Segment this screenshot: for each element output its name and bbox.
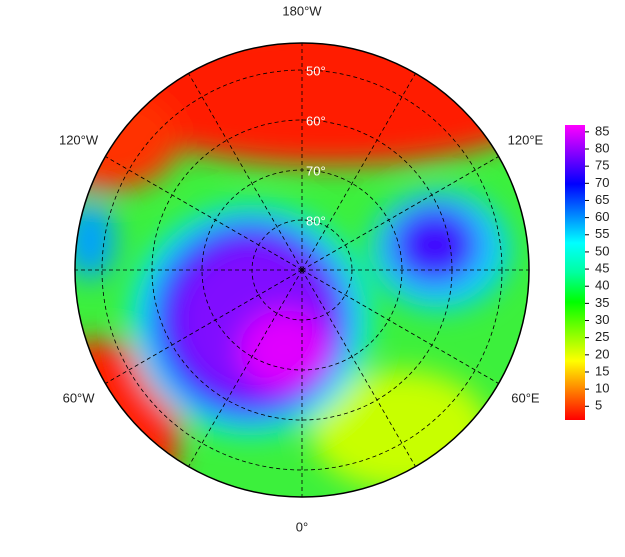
- colorbar-tick-label: 30: [595, 312, 609, 327]
- colorbar-tick-label: 10: [595, 381, 609, 396]
- colorbar-tick-label: 80: [595, 140, 609, 155]
- longitude-label: 120°W: [59, 132, 99, 147]
- parallel: [251, 219, 353, 321]
- meridian: [188, 73, 303, 271]
- map-border: [74, 42, 530, 498]
- colorbar-tick-label: 65: [595, 192, 609, 207]
- colorbar-tick-label: 5: [595, 398, 602, 413]
- latitude-label: 50°: [306, 63, 326, 78]
- latitude-label: 70°: [306, 163, 326, 178]
- colorbar-tick-label: 35: [595, 295, 609, 310]
- colorbar-tick-label: 70: [595, 175, 609, 190]
- colorbar-tick-label: 60: [595, 209, 609, 224]
- colorbar-tick-label: 20: [595, 346, 609, 361]
- longitude-label: 120°E: [508, 132, 544, 147]
- colorbar-tick-label: 85: [595, 123, 609, 138]
- colorbar-tick-label: 75: [595, 158, 609, 173]
- colorbar-axis: 5 10 15 20 25 30 35 40 45 50 55 60 65 70 75 80 85: [585, 123, 609, 413]
- latitude-label: 60°: [306, 113, 326, 128]
- meridian: [105, 156, 303, 271]
- colorbar-tick-label: 40: [595, 278, 609, 293]
- meridian: [301, 269, 416, 467]
- latitude-label: 80°: [306, 213, 326, 228]
- meridian: [105, 269, 303, 384]
- longitude-label: 60°W: [63, 390, 96, 405]
- parallel: [151, 119, 453, 421]
- meridian: [188, 269, 303, 467]
- labels: 50° 60° 70° 80° 180°W 120°W 120°E 60°W 60°E 0°: [59, 3, 544, 534]
- longitude-label: 180°W: [282, 3, 322, 18]
- meridian: [301, 73, 416, 271]
- colorbar-tick-label: 55: [595, 226, 609, 241]
- colorbar: [565, 125, 585, 420]
- colorbar-tick-label: 45: [595, 261, 609, 276]
- colorbar-tick-label: 25: [595, 329, 609, 344]
- longitude-label: 0°: [296, 519, 308, 534]
- colorbar-tick-label: 15: [595, 363, 609, 378]
- parallel: [101, 69, 503, 471]
- longitude-label: 60°E: [511, 390, 540, 405]
- parallel: [201, 169, 403, 371]
- colorbar-tick-label: 50: [595, 243, 609, 258]
- meridian: [301, 156, 499, 271]
- field: [75, 43, 529, 497]
- meridian: [301, 269, 499, 384]
- graticule: [75, 43, 529, 497]
